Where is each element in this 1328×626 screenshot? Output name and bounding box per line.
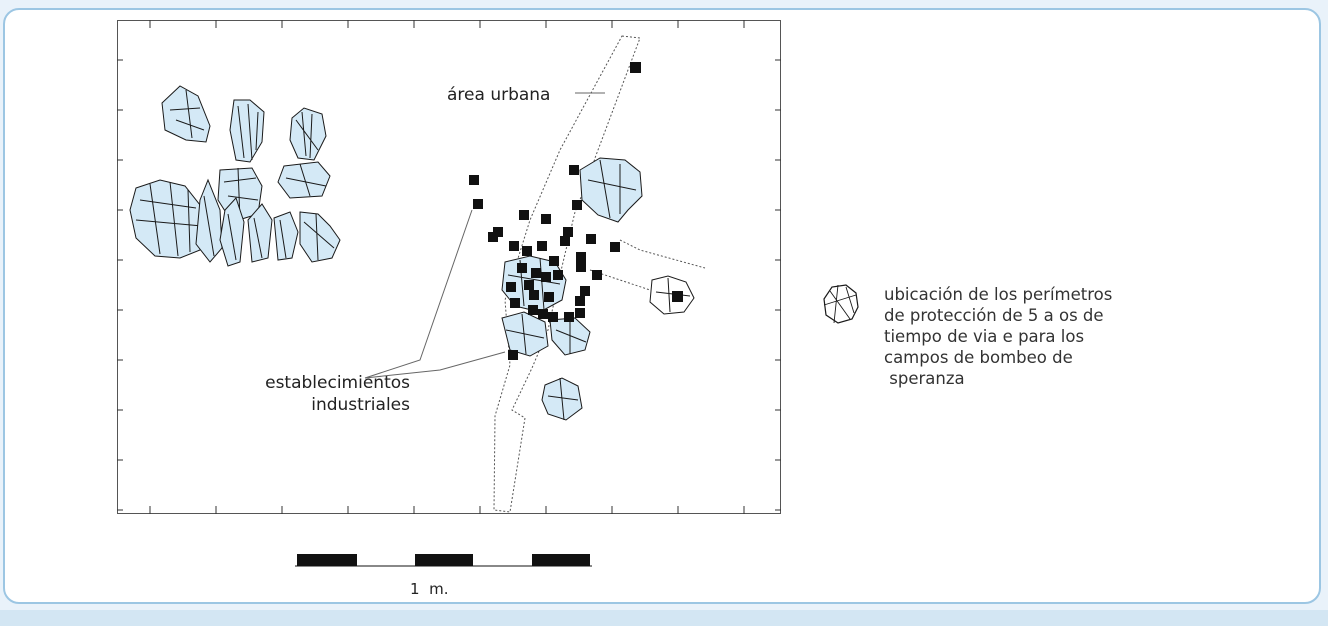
map-tick-marks (117, 20, 781, 514)
protection-perimeters-central (501, 157, 643, 421)
scale-bar-label: 1 m. (410, 580, 449, 598)
legend-text: ubicación de los perímetros de protecció… (884, 284, 1174, 389)
legend-line-3: tiempo de via e para los (884, 327, 1085, 346)
urban-area-label: área urbana (447, 85, 551, 105)
industrial-establishments-label: establecimientos industriales (265, 372, 410, 416)
legend-line-5: speranza (884, 369, 965, 388)
map-frame (117, 20, 781, 514)
protection-perimeter-icon (823, 284, 859, 324)
page-background-strip (0, 610, 1328, 626)
industrial-label-line-1: establecimientos (265, 373, 410, 393)
protection-perimeters-west (129, 85, 341, 267)
scale-bar (295, 554, 592, 567)
industrial-label-line-2: industriales (311, 395, 410, 415)
legend-line-4: campos de bombeo de (884, 348, 1073, 367)
legend-line-2: de protección de 5 a os de (884, 306, 1104, 325)
industrial-establishments (469, 62, 683, 360)
legend-line-1: ubicación de los perímetros (884, 285, 1113, 304)
leader-lines (364, 92, 605, 379)
